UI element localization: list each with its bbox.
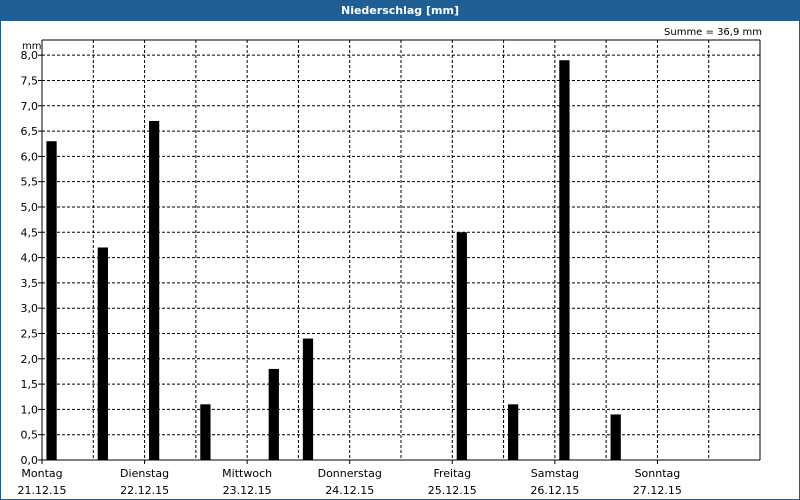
x-tick-date: 22.12.15 [120,484,169,497]
bar [97,247,108,460]
y-tick-label: 7,0 [21,100,39,113]
y-tick-label: 4,0 [21,252,39,265]
y-tick-label: 5,0 [21,201,39,214]
bar [610,414,621,460]
y-tick-label: 6,5 [21,125,39,138]
bar [507,404,519,460]
y-tick-label: 5,5 [21,176,39,189]
y-tick-label: 6,0 [21,150,39,163]
bar [302,338,314,460]
bar [559,60,570,460]
bar [456,232,467,460]
y-tick-label: 0,0 [21,454,39,467]
sum-label: Summe = 36,9 mm [664,27,762,38]
x-tick-date: 27.12.15 [633,484,682,497]
x-tick-date: 21.12.15 [18,484,67,497]
x-tick-day: Donnerstag [318,467,382,480]
x-tick-date: 23.12.15 [223,484,272,497]
y-tick-label: 4,5 [21,226,39,239]
bar [148,120,160,460]
bar [46,141,57,460]
x-tick-day: Dienstag [120,467,169,480]
x-tick-day: Mittwoch [222,467,272,480]
x-tick-date: 26.12.15 [530,484,579,497]
x-tick-day: Freitag [433,467,471,480]
y-tick-label: 2,5 [21,327,39,340]
y-tick-label: 1,0 [21,403,39,416]
x-tick-date: 24.12.15 [325,484,374,497]
x-tick-day: Montag [21,467,62,480]
y-tick-label: 2,0 [21,353,39,366]
bar [200,404,211,460]
x-tick-date: 25.12.15 [428,484,477,497]
y-tick-label: 0,5 [21,429,39,442]
y-axis-unit: mm [22,41,42,52]
bar [268,368,279,460]
y-tick-label: 3,0 [21,302,39,315]
x-tick-day: Samstag [531,467,579,480]
y-tick-label: 3,5 [21,277,39,290]
y-tick-label: 8,0 [21,49,39,62]
x-tick-day: Sonntag [635,467,681,480]
y-tick-label: 1,5 [21,378,39,391]
chart-title: Niederschlag [mm] [0,0,800,21]
y-tick-label: 7,5 [21,74,39,87]
